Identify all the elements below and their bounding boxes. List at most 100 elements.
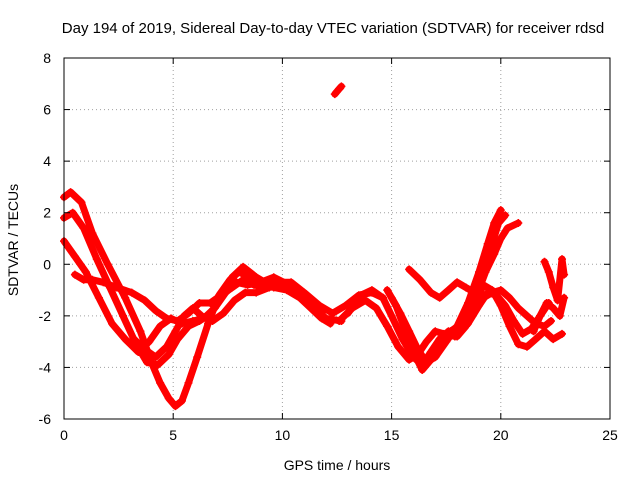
y-tick-label: 6 — [43, 102, 51, 118]
data-point — [418, 366, 427, 374]
data-point — [108, 319, 116, 328]
data-point — [544, 268, 553, 276]
data-point — [444, 286, 453, 295]
data-point — [70, 270, 79, 279]
data-point — [475, 268, 483, 276]
data-point — [536, 311, 545, 320]
data-point — [514, 304, 523, 313]
data-point — [153, 360, 162, 369]
data-point — [422, 337, 431, 346]
data-point — [269, 273, 278, 282]
data-point — [208, 317, 217, 325]
data-point — [171, 327, 180, 336]
data-point — [121, 293, 130, 302]
data-point — [143, 358, 151, 367]
data-point — [177, 396, 186, 405]
data-point — [252, 288, 261, 297]
x-tick-label: 0 — [60, 427, 68, 443]
data-point — [68, 208, 77, 217]
data-point — [378, 293, 387, 302]
data-point — [335, 317, 344, 325]
y-axis-label: SDTVAR / TECUs — [5, 184, 21, 296]
data-point — [171, 402, 180, 411]
data-point — [162, 314, 171, 323]
data-point — [219, 309, 228, 318]
x-tick-label: 20 — [493, 427, 509, 443]
data-point — [193, 353, 202, 362]
data-point — [540, 257, 549, 266]
data-point — [464, 299, 472, 307]
data-point — [558, 329, 566, 338]
data-point — [405, 265, 414, 274]
data-point — [265, 283, 274, 292]
series-track-14 — [541, 255, 568, 304]
data-point — [514, 219, 523, 227]
axis-ticks: 0 5 10 15 20 25 -6 -4 -2 0 2 4 6 8 — [39, 50, 618, 443]
data-point — [523, 342, 531, 351]
data-point — [431, 327, 440, 336]
data-point — [558, 255, 566, 264]
data-point — [156, 378, 165, 387]
data-point — [151, 353, 160, 362]
data-point — [337, 82, 346, 91]
data-point — [92, 255, 101, 264]
chart-title: Day 194 of 2019, Sidereal Day-to-day VTE… — [62, 20, 604, 37]
data-point — [230, 296, 239, 305]
data-point — [184, 378, 193, 387]
data-point — [70, 252, 79, 261]
series-track-6 — [331, 82, 345, 98]
x-axis-label: GPS time / hours — [284, 457, 391, 473]
data-point — [210, 304, 219, 313]
data-point — [136, 327, 145, 336]
data-point — [129, 335, 138, 344]
data-point — [496, 301, 505, 310]
data-point — [383, 322, 392, 331]
series-track-3 — [60, 237, 321, 356]
data-point — [341, 301, 350, 310]
data-point — [112, 283, 121, 292]
data-point — [322, 314, 331, 323]
data-point — [387, 311, 396, 320]
data-point — [453, 278, 462, 287]
y-tick-label: -4 — [39, 359, 52, 375]
data-point — [127, 288, 136, 297]
data-point — [496, 234, 505, 243]
data-point — [121, 335, 130, 344]
data-point — [239, 262, 248, 271]
data-point — [483, 239, 492, 248]
data-point — [119, 311, 127, 320]
data-point — [496, 206, 505, 215]
data-point — [416, 275, 424, 284]
data-point — [479, 280, 488, 289]
x-tick-label: 25 — [602, 427, 618, 443]
plot-frame — [63, 57, 611, 420]
data-point — [547, 317, 555, 325]
data-point — [549, 304, 558, 313]
data-point — [509, 317, 518, 325]
data-point — [367, 286, 376, 295]
data-point — [228, 283, 237, 292]
data-point — [145, 337, 154, 346]
data-point — [503, 224, 512, 233]
data-point — [79, 224, 88, 233]
data-point — [531, 335, 540, 344]
data-point — [180, 311, 189, 320]
data-point — [300, 288, 309, 297]
data-point — [66, 188, 75, 197]
y-tick-label: 4 — [43, 153, 51, 169]
data-point — [409, 348, 418, 356]
data-point — [140, 296, 149, 305]
data-point — [287, 278, 296, 287]
data-point — [470, 301, 479, 310]
data-point — [239, 275, 248, 284]
data-point — [453, 322, 462, 331]
data-point — [435, 293, 444, 302]
data-point — [400, 324, 409, 333]
x-tick-label: 15 — [384, 427, 400, 443]
data-point — [164, 350, 173, 359]
data-point — [88, 229, 97, 238]
data-point — [444, 327, 453, 336]
data-point — [529, 327, 538, 336]
data-point — [394, 342, 403, 351]
